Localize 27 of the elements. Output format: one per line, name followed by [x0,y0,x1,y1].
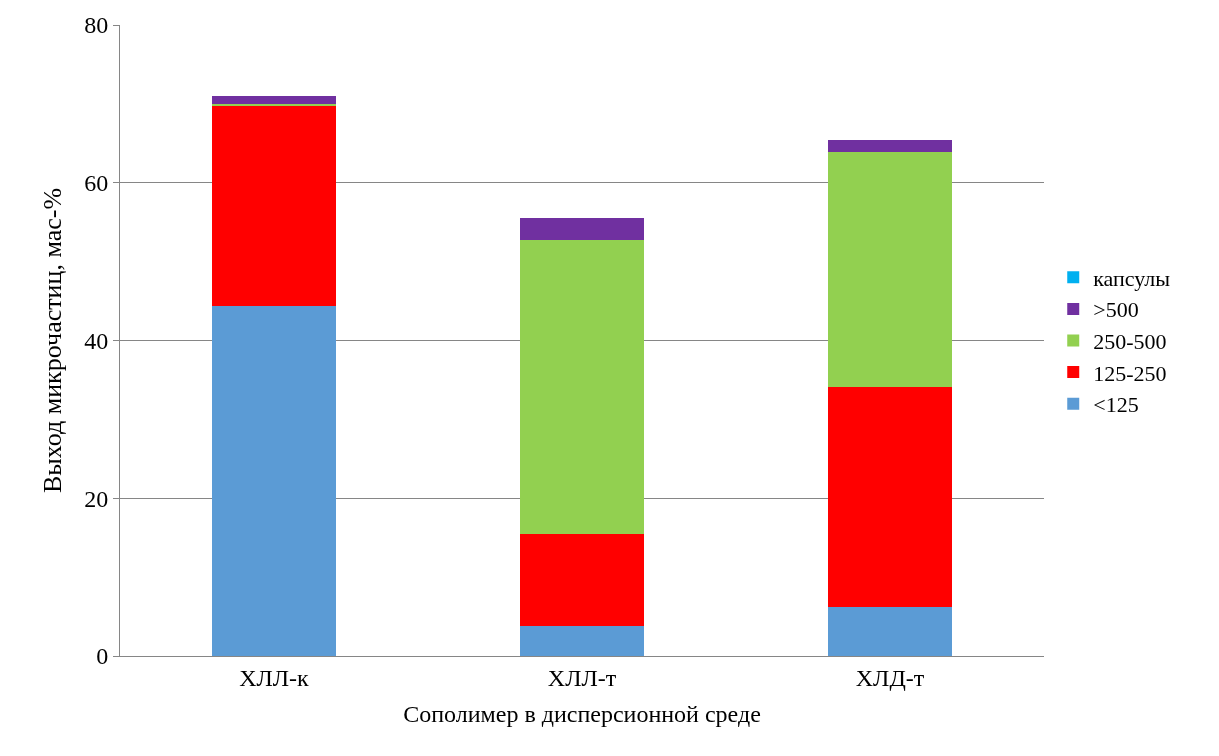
y-axis-title: Выход микрочастиц, мас-% [37,187,67,494]
bar [828,387,952,608]
bar [212,103,336,106]
bar [828,140,952,152]
bar [212,95,336,104]
legend-label: >500 [1093,297,1139,323]
x-tick-label: ХЛЛ-к [239,664,310,691]
bar [828,151,952,388]
bar [520,218,644,241]
x-tick-label: ХЛД-т [855,664,925,691]
legend-label: капсулы [1093,265,1171,291]
legend-label: 250-500 [1093,329,1167,355]
bar [520,533,644,627]
bar [212,305,336,656]
bar [520,626,644,656]
y-tick-label: 60 [84,170,109,197]
y-tick-label: 40 [84,327,109,354]
legend-label: 125-250 [1093,360,1167,386]
x-axis-title: Сополимер в дисперсионной среде [403,701,761,728]
bar [212,105,336,306]
y-tick-label: 80 [84,12,109,39]
legend-label: <125 [1093,392,1139,418]
y-tick-label: 0 [96,643,109,670]
bar [520,240,644,534]
x-tick-label: ХЛЛ-т [547,664,617,691]
y-tick-label: 20 [84,485,109,512]
bar [828,607,952,656]
